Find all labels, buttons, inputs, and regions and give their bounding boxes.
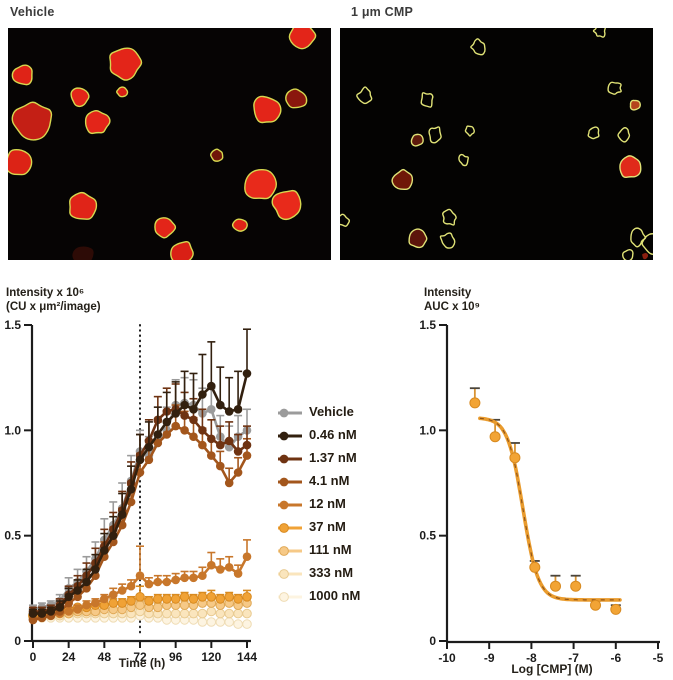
legend-item-4.1-nm: 4.1 nM <box>277 469 360 492</box>
svg-text:-9: -9 <box>484 651 495 665</box>
legend-marker-icon <box>277 544 303 556</box>
svg-text:-8: -8 <box>526 651 537 665</box>
legend-marker-icon <box>277 452 303 464</box>
legend-marker-icon <box>277 406 303 418</box>
svg-text:0.5: 0.5 <box>4 529 21 543</box>
legend-label: 1.37 nM <box>309 450 357 465</box>
legend-marker-icon <box>277 475 303 487</box>
svg-text:1.5: 1.5 <box>419 318 436 332</box>
svg-text:-6: -6 <box>610 651 621 665</box>
legend-label: 12 nM <box>309 496 346 511</box>
legend-marker-icon <box>277 590 303 602</box>
legend-label: 0.46 nM <box>309 427 357 442</box>
timecourse-x-axis-label: Time (h) <box>118 656 166 670</box>
svg-text:48: 48 <box>98 650 112 664</box>
microscopy-image-cmp <box>340 28 653 260</box>
legend-label: 111 nM <box>309 542 352 557</box>
charts-canvas: 0 0.5 1.0 1.5 0 24 48 72 96 120 144 0 0.5 1.0 1.5 -10 -9… <box>4 318 664 665</box>
svg-text:120: 120 <box>201 650 221 664</box>
svg-text:0: 0 <box>14 634 21 648</box>
timecourse-y-axis-label: Intensity x 10⁶ (CU x μm²/image) <box>6 287 101 313</box>
legend-item-12-nm: 12 nM <box>277 492 360 515</box>
svg-text:1.5: 1.5 <box>4 318 21 332</box>
svg-text:-10: -10 <box>438 651 456 665</box>
legend: Vehicle 0.46 nM 1.37 nM 4.1 nM 12 nM 37 … <box>277 400 360 607</box>
svg-text:96: 96 <box>169 650 183 664</box>
legend-item-vehicle: Vehicle <box>277 400 360 423</box>
legend-marker-icon <box>277 567 303 579</box>
doseresponse-x-axis-label: Log [CMP] (M) <box>511 662 593 676</box>
legend-item-1000-nm: 1000 nM <box>277 584 360 607</box>
legend-item-333-nm: 333 nM <box>277 561 360 584</box>
legend-label: 333 nM <box>309 565 354 580</box>
svg-text:1.0: 1.0 <box>419 423 436 437</box>
svg-text:-7: -7 <box>568 651 579 665</box>
svg-text:0: 0 <box>429 634 436 648</box>
svg-text:0: 0 <box>30 650 37 664</box>
legend-label: 4.1 nM <box>309 473 350 488</box>
svg-text:0.5: 0.5 <box>419 529 436 543</box>
legend-item-37-nm: 37 nM <box>277 515 360 538</box>
legend-marker-icon <box>277 429 303 441</box>
legend-item-0.46-nm: 0.46 nM <box>277 423 360 446</box>
legend-label: 37 nM <box>309 519 346 534</box>
svg-text:72: 72 <box>133 650 147 664</box>
legend-item-1.37-nm: 1.37 nM <box>277 446 360 469</box>
svg-text:24: 24 <box>62 650 76 664</box>
legend-item-111-nm: 111 nM <box>277 538 360 561</box>
doseresponse-y-axis-label: Intensity AUC x 10⁹ <box>424 287 480 313</box>
svg-text:144: 144 <box>237 650 257 664</box>
legend-marker-icon <box>277 498 303 510</box>
legend-label: Vehicle <box>309 404 354 419</box>
svg-text:-5: -5 <box>653 651 664 665</box>
panel-title-vehicle: Vehicle <box>10 5 55 19</box>
svg-text:1.0: 1.0 <box>4 423 21 437</box>
legend-label: 1000 nM <box>309 588 361 603</box>
microscopy-image-vehicle <box>8 28 331 260</box>
legend-marker-icon <box>277 521 303 533</box>
panel-title-cmp: 1 μm CMP <box>351 5 414 19</box>
